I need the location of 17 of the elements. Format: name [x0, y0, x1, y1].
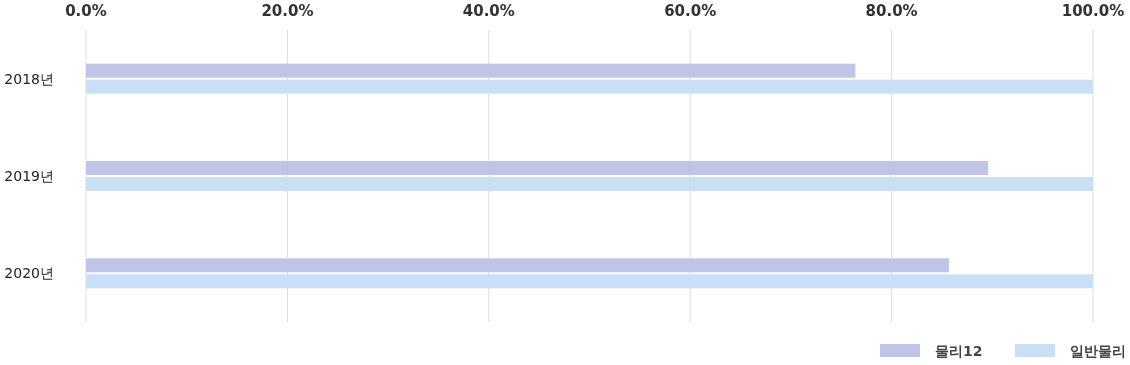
x-tick-label: 20.0%	[261, 2, 314, 20]
x-tick-label: 100.0%	[1061, 2, 1125, 20]
legend-label: 일반물리	[1070, 343, 1126, 359]
y-tick-label: 2020년	[4, 265, 54, 282]
bar	[86, 177, 1093, 191]
legend-label: 물리12	[935, 343, 983, 359]
x-tick-label: 60.0%	[664, 2, 717, 20]
bar	[86, 258, 949, 273]
x-tick-label: 40.0%	[462, 2, 515, 20]
y-tick-label: 2019년	[4, 168, 54, 184]
bar	[86, 63, 856, 78]
bar	[86, 161, 989, 175]
x-tick-label: 0.0%	[65, 2, 107, 20]
y-tick-label: 2018년	[4, 70, 54, 87]
bar	[86, 79, 1093, 94]
bar	[86, 274, 1093, 289]
x-tick-label: 80.0%	[865, 2, 918, 20]
